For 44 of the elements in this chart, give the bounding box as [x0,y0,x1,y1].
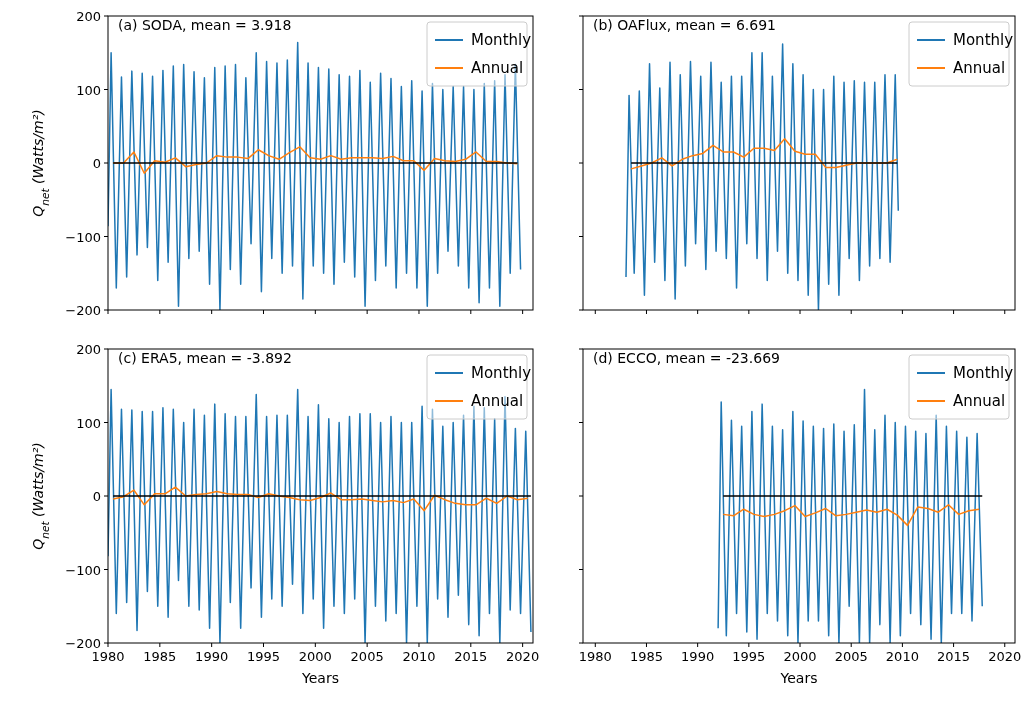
x-tick-label: 2000 [298,649,332,664]
x-tick-label: 2010 [402,649,436,664]
x-tick-label: 2005 [350,649,384,664]
y-tick-label: 200 [76,342,101,357]
x-axis-title: Years [779,670,818,686]
legend-label: Monthly [953,364,1014,382]
x-tick-label: 2010 [885,649,919,664]
y-tick-label: 0 [92,489,101,504]
x-tick-label: 1980 [91,649,125,664]
x-tick-label: 1985 [629,649,664,664]
legend-label: Annual [953,392,1006,410]
x-tick-label: 1985 [143,649,177,664]
annotation: (c) ERA5, mean = -3.892 [118,350,292,366]
y-tick-label: 200 [76,9,101,24]
x-tick-label: 1980 [578,649,612,664]
x-tick-label: 2020 [988,649,1022,664]
y-tick-label: −100 [65,562,101,578]
annotation: (a) SODA, mean = 3.918 [118,17,292,33]
y-tick-label: −200 [65,636,101,651]
y-tick-label: −200 [65,303,101,318]
line-series [112,486,529,512]
y-tick-label: −100 [65,229,101,245]
legend-label: Annual [953,59,1006,77]
annotation: (d) ECCO, mean = -23.669 [593,350,780,366]
x-tick-label: 1995 [732,649,766,664]
x-tick-label: 1990 [195,649,229,664]
legend-label: Monthly [471,31,532,49]
x-tick-label: 2005 [834,649,868,664]
line-series [108,388,532,643]
legend-label: Annual [471,392,524,410]
y-tick-label: 100 [76,82,101,98]
x-tick-label: 2020 [506,649,540,664]
x-tick-label: 2015 [937,649,971,664]
y-tick-label: 0 [92,156,101,171]
x-axis-title: Years [301,670,339,686]
y-tick-label: 100 [76,415,101,431]
x-tick-label: 2000 [783,649,817,664]
legend-label: Monthly [471,364,532,382]
annotation: (b) OAFlux, mean = 6.691 [593,17,777,33]
x-tick-label: 1990 [681,649,715,664]
x-tick-label: 1995 [246,649,281,664]
x-tick-label: 2015 [454,649,488,664]
legend-label: Monthly [953,31,1014,49]
legend-label: Annual [471,59,524,77]
